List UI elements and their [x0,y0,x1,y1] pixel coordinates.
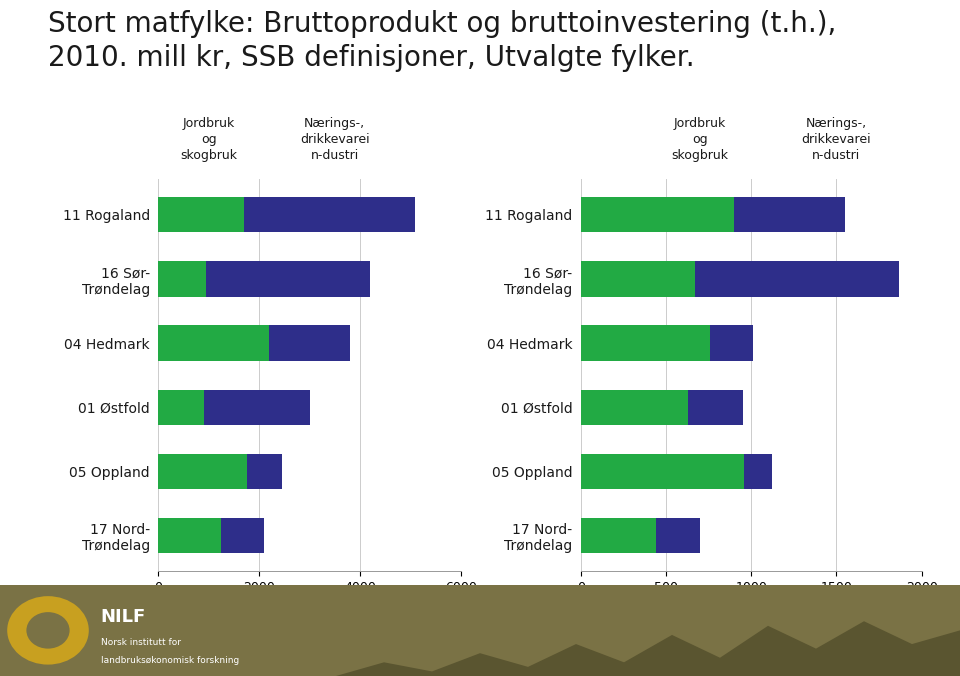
Bar [158,197,244,233]
Ellipse shape [7,596,89,665]
Bar [581,197,734,233]
Bar [688,389,743,425]
Bar [269,325,349,361]
Bar [744,454,772,489]
Text: Jordbruk
og
skogbruk: Jordbruk og skogbruk [672,117,729,162]
Text: NILF: NILF [101,608,146,625]
Bar [695,261,900,297]
Text: Stort matfylke: Bruttoprodukt og bruttoinvestering (t.h.),: Stort matfylke: Bruttoprodukt og bruttoi… [48,10,836,38]
Bar [581,261,695,297]
Bar [158,261,206,297]
Bar [244,197,416,233]
Bar [734,197,845,233]
Bar [158,389,204,425]
Bar [710,325,753,361]
Bar [222,518,264,554]
Bar [158,325,269,361]
Bar [204,389,309,425]
Ellipse shape [27,612,69,649]
Bar [581,518,656,554]
PathPatch shape [336,621,960,676]
Bar [158,454,247,489]
Bar [581,389,688,425]
Text: Nærings-,
drikkevarei
n-dustri: Nærings-, drikkevarei n-dustri [802,117,872,162]
Bar [158,518,222,554]
Text: Nærings-,
drikkevarei
n-dustri: Nærings-, drikkevarei n-dustri [300,117,370,162]
Bar [581,454,744,489]
Text: landbruksøkonomisk forskning: landbruksøkonomisk forskning [101,656,239,665]
Bar [206,261,370,297]
Text: Jordbruk
og
skogbruk: Jordbruk og skogbruk [180,117,237,162]
Bar [656,518,700,554]
Text: Norsk institutt for: Norsk institutt for [101,637,180,647]
Text: 2010. mill kr, SSB definisjoner, Utvalgte fylker.: 2010. mill kr, SSB definisjoner, Utvalgt… [48,44,695,72]
Bar [581,325,710,361]
Bar [247,454,282,489]
